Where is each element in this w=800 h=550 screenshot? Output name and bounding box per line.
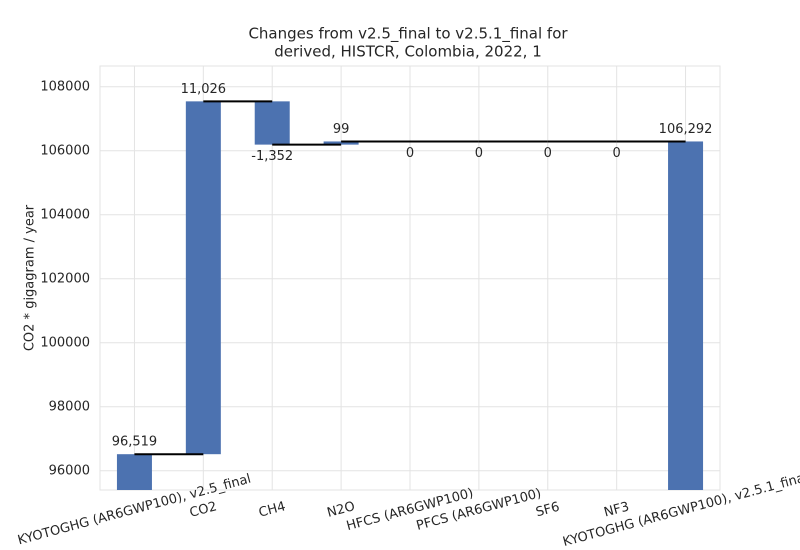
data-label: 0 — [406, 146, 414, 161]
bar — [668, 141, 704, 490]
x-tick-label: SF6 — [534, 500, 561, 521]
data-label: 0 — [475, 146, 483, 161]
y-tick-label: 96000 — [49, 463, 90, 478]
data-label: 96,519 — [112, 435, 158, 450]
data-label: 11,026 — [181, 82, 227, 97]
y-tick-label: 108000 — [40, 79, 90, 94]
data-label: 106,292 — [659, 122, 713, 137]
data-label: 0 — [613, 146, 621, 161]
y-tick-label: 102000 — [40, 271, 90, 286]
data-label: 99 — [333, 122, 350, 137]
bar — [116, 454, 152, 490]
y-tick-label: 104000 — [40, 207, 90, 222]
data-label: 0 — [544, 146, 552, 161]
y-tick-label: 106000 — [40, 143, 90, 158]
data-label: -1,352 — [251, 149, 293, 164]
bar — [254, 101, 290, 145]
chart-title: derived, HISTCR, Colombia, 2022, 1 — [274, 43, 541, 61]
x-tick-label: N2O — [326, 499, 357, 521]
x-tick-label: CH4 — [257, 499, 287, 521]
y-axis-label: CO2 * gigagram / year — [23, 204, 38, 351]
y-tick-label: 98000 — [49, 399, 90, 414]
bar — [185, 101, 221, 455]
x-tick-label: CO2 — [188, 499, 219, 521]
chart-title: Changes from v2.5_final to v2.5.1_final … — [248, 25, 568, 44]
bar — [323, 141, 359, 145]
x-tick-label: NF3 — [602, 499, 630, 520]
y-tick-label: 100000 — [40, 335, 90, 350]
